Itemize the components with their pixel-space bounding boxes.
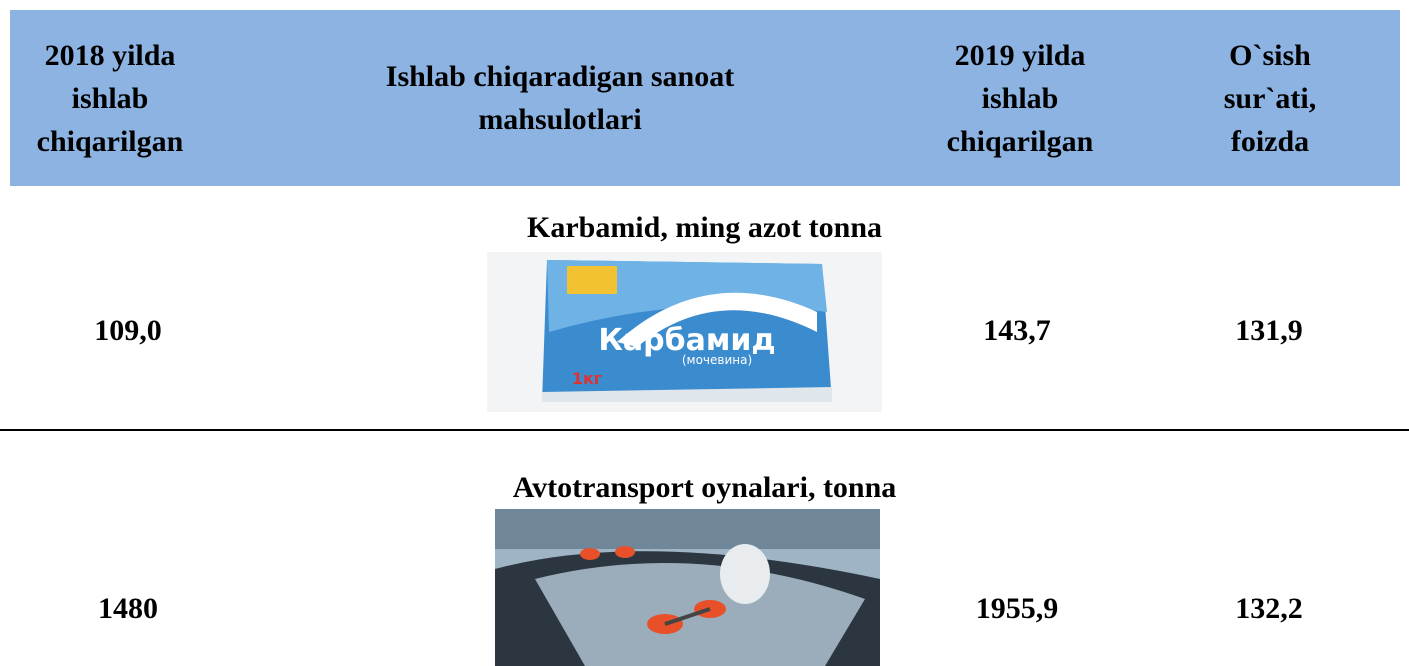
header-text: Ishlab chiqaradigan sanoat mahsulotlari [330, 55, 790, 141]
bag-sublabel: (мочевина) [682, 353, 752, 367]
growth-rate: 132,2 [1149, 587, 1389, 630]
bag-weight: 1кг [572, 369, 602, 388]
section-title: Avtotransport oynalari, tonna [0, 466, 1409, 509]
header-cell: 2019 yilda ishlab chiqarilgan [890, 10, 1150, 186]
value-2019: 1955,9 [897, 587, 1137, 630]
urea-bag-image: Карбамид (мочевина) 1кг [487, 252, 882, 412]
windshield-image [495, 509, 880, 666]
page: 2018 yilda ishlab chiqarilgan Ishlab chi… [0, 0, 1409, 666]
header-text: 2019 yilda ishlab chiqarilgan [930, 34, 1110, 163]
growth-rate: 131,9 [1149, 309, 1389, 352]
header-cell: 2018 yilda ishlab chiqarilgan [10, 10, 210, 186]
value-2019: 143,7 [897, 309, 1137, 352]
header-text: 2018 yilda ishlab chiqarilgan [20, 34, 200, 163]
header-cell: Ishlab chiqaradigan sanoat mahsulotlari [300, 10, 820, 186]
value-2018: 109,0 [8, 309, 248, 352]
value-2018: 1480 [8, 587, 248, 630]
section-divider [0, 429, 1409, 431]
header-text: O`sish sur`ati, foizda [1195, 34, 1345, 163]
header-cell: O`sish sur`ati, foizda [1160, 10, 1380, 186]
section-title: Karbamid, ming azot tonna [0, 206, 1409, 249]
